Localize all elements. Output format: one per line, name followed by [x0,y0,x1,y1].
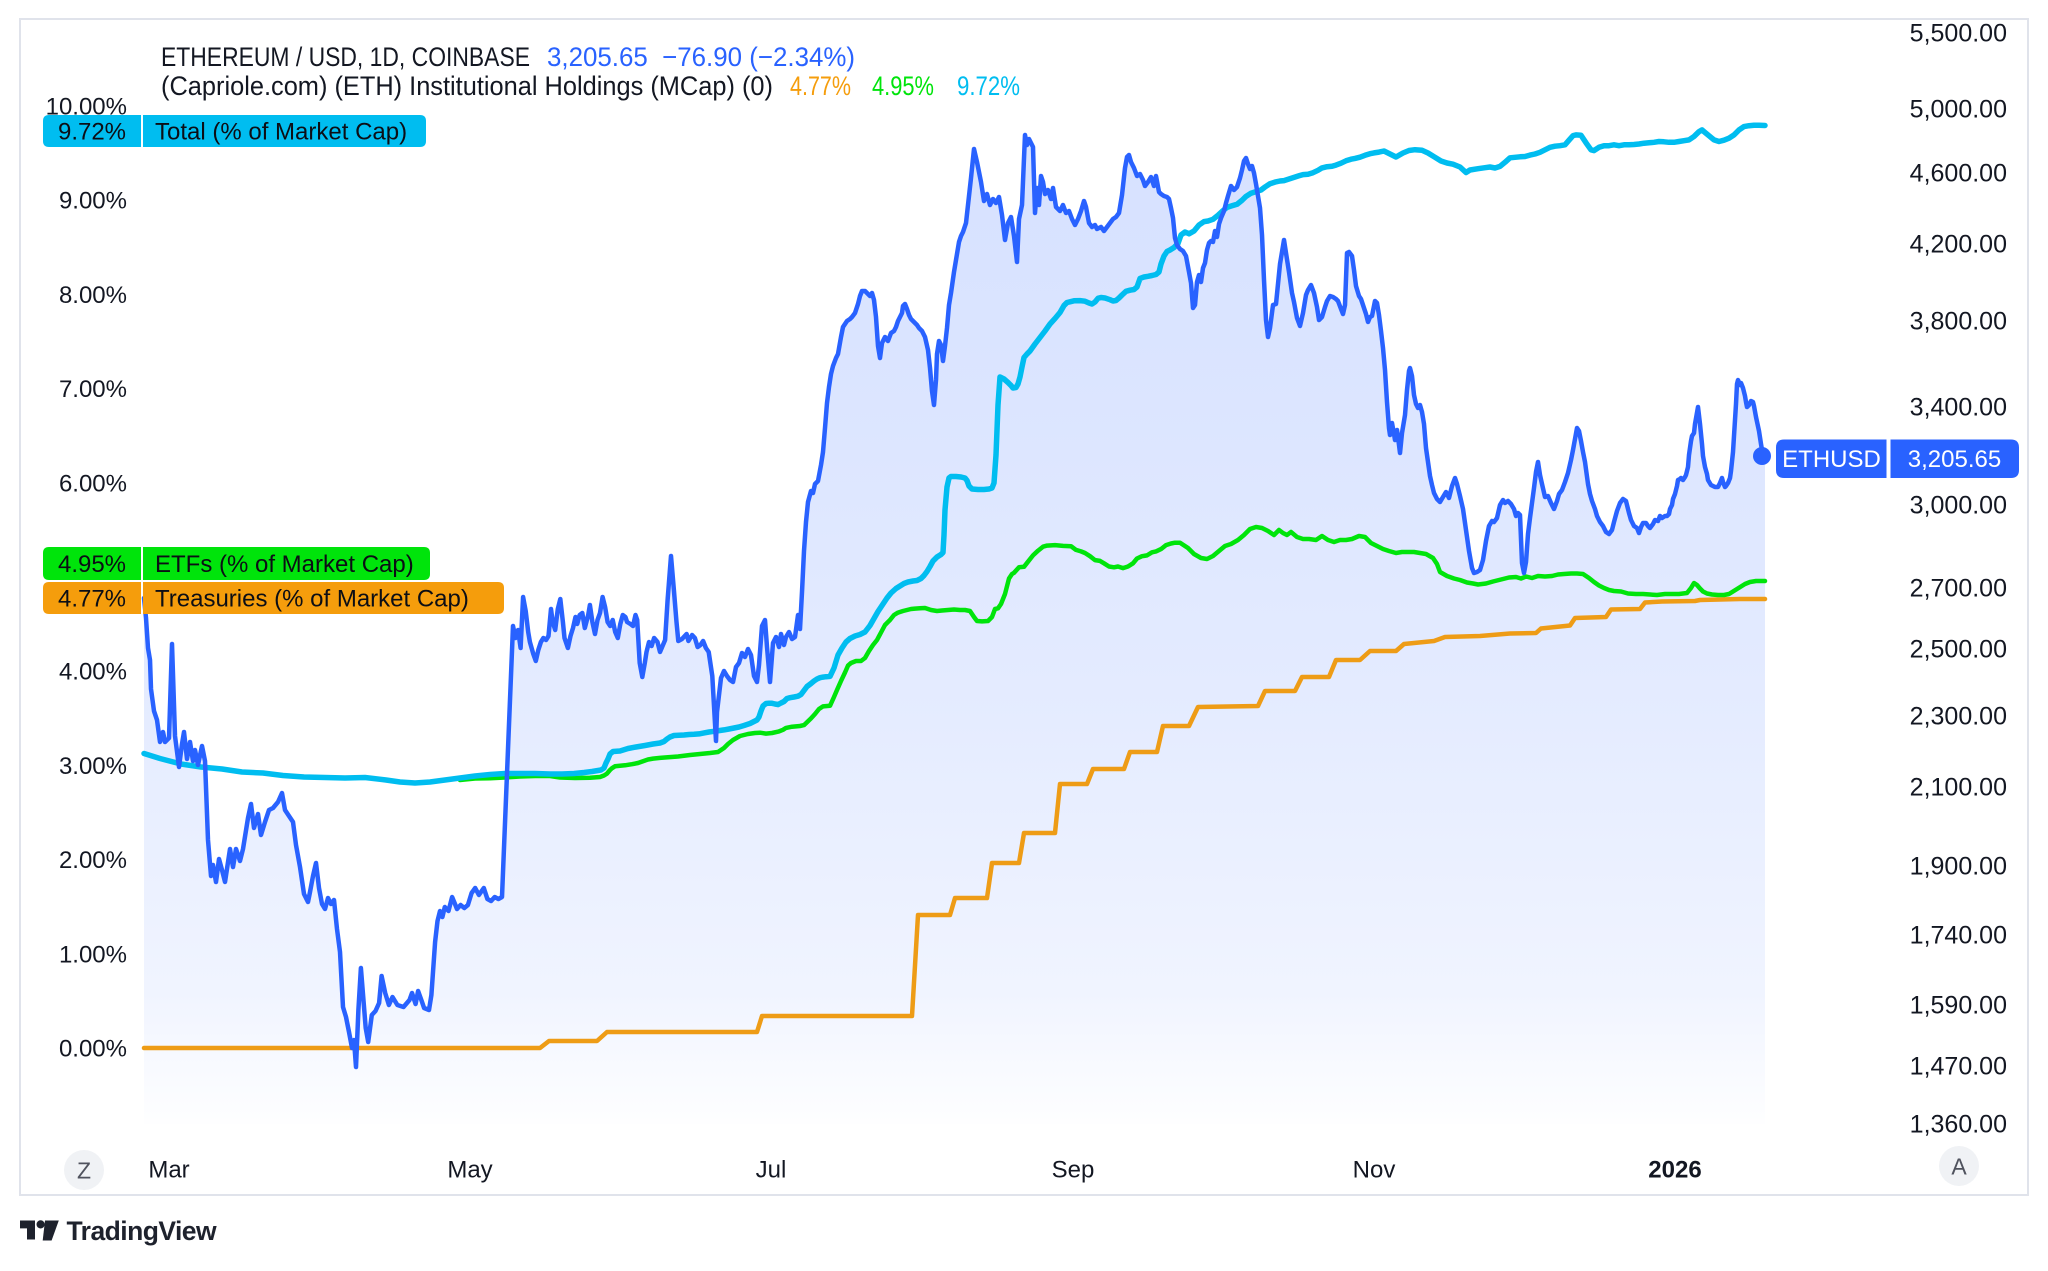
svg-text:1.00%: 1.00% [59,942,127,969]
svg-text:3,205.65: 3,205.65 [1908,446,2001,473]
svg-text:ETHUSD: ETHUSD [1782,446,1881,473]
svg-text:1,360.00: 1,360.00 [1910,1111,2007,1139]
svg-text:5,500.00: 5,500.00 [1910,20,2007,48]
svg-text:4.95%: 4.95% [872,71,934,101]
svg-text:TradingView: TradingView [67,1216,217,1246]
svg-text:Treasuries (% of Market Cap): Treasuries (% of Market Cap) [155,586,469,613]
svg-text:2,100.00: 2,100.00 [1910,774,2007,802]
svg-text:9.00%: 9.00% [59,188,127,215]
svg-text:3.00%: 3.00% [59,753,127,780]
svg-text:A: A [1951,1154,1967,1180]
svg-text:Sep: Sep [1052,1157,1095,1184]
svg-text:0.00%: 0.00% [59,1036,127,1063]
svg-text:2026: 2026 [1648,1157,1701,1184]
svg-text:Jul: Jul [756,1157,787,1184]
svg-text:Total (% of Market Cap): Total (% of Market Cap) [155,119,407,146]
svg-text:1,590.00: 1,590.00 [1910,992,2007,1020]
svg-text:4,200.00: 4,200.00 [1910,231,2007,259]
svg-text:2.00%: 2.00% [59,847,127,874]
svg-text:8.00%: 8.00% [59,282,127,309]
svg-text:6.00%: 6.00% [59,471,127,498]
svg-text:4,600.00: 4,600.00 [1910,160,2007,188]
svg-text:7.00%: 7.00% [59,376,127,403]
svg-text:May: May [447,1157,492,1184]
svg-text:4.95%: 4.95% [58,551,126,578]
svg-text:3,205.65 −76.90 (−2.34%): 3,205.65 −76.90 (−2.34%) [547,42,855,72]
svg-text:3,400.00: 3,400.00 [1910,394,2007,422]
svg-text:4.00%: 4.00% [59,659,127,686]
svg-text:2,500.00: 2,500.00 [1910,636,2007,664]
svg-text:ETHEREUM / USD, 1D, COINBASE: ETHEREUM / USD, 1D, COINBASE [161,42,530,72]
svg-text:Mar: Mar [148,1157,189,1184]
svg-text:1,470.00: 1,470.00 [1910,1053,2007,1081]
svg-text:9.72%: 9.72% [58,119,126,146]
svg-text:Z: Z [77,1158,91,1184]
svg-text:3,000.00: 3,000.00 [1910,492,2007,520]
svg-text:1,740.00: 1,740.00 [1910,922,2007,950]
svg-text:4.77%: 4.77% [58,586,126,613]
svg-text:2,300.00: 2,300.00 [1910,703,2007,731]
svg-text:ETFs (% of Market Cap): ETFs (% of Market Cap) [155,551,414,578]
svg-text:3,800.00: 3,800.00 [1910,308,2007,336]
svg-text:4.77%: 4.77% [790,71,851,101]
svg-text:Nov: Nov [1353,1157,1396,1184]
svg-text:2,700.00: 2,700.00 [1910,575,2007,603]
svg-text:(Capriole.com) (ETH) Instituti: (Capriole.com) (ETH) Institutional Holdi… [161,71,773,101]
svg-text:5,000.00: 5,000.00 [1910,96,2007,124]
svg-text:9.72%: 9.72% [957,71,1020,101]
svg-text:1,900.00: 1,900.00 [1910,853,2007,881]
